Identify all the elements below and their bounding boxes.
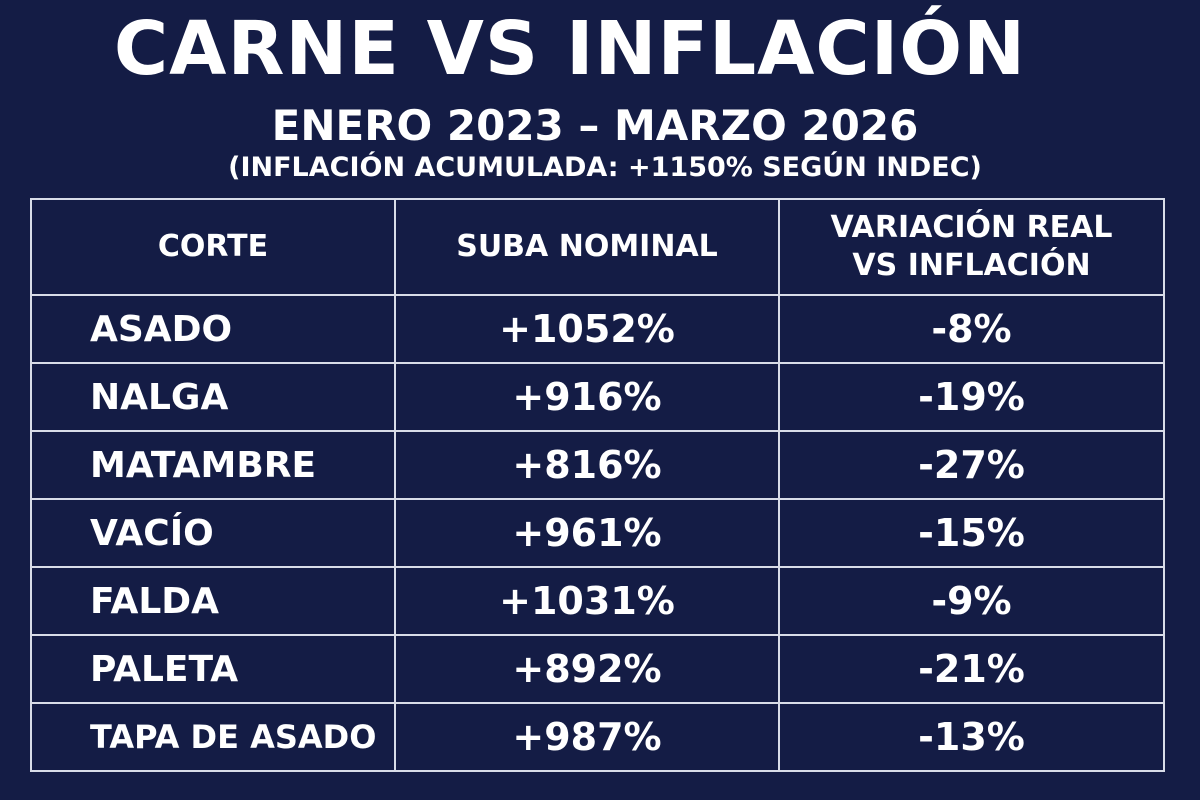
cell-suba-nominal: +916% (394, 362, 780, 432)
table-row: FALDA +1031% -9% (30, 566, 1165, 636)
cell-corte: MATAMBRE (30, 430, 396, 500)
header-corte: CORTE (30, 198, 396, 296)
header-corte-line-1: CORTE (157, 229, 269, 264)
cell-corte: NALGA (30, 362, 396, 432)
cell-suba-nominal: +1052% (394, 294, 780, 364)
cell-suba-nominal: +961% (394, 498, 780, 568)
cell-variacion-real: -19% (778, 362, 1165, 432)
cell-suba-nominal: +892% (394, 634, 780, 704)
table-header-row: CORTE SUBA NOMINAL VARIACIÓN REAL VS INF… (30, 198, 1165, 296)
cell-corte: TAPA DE ASADO (30, 702, 396, 772)
cell-corte: VACÍO (30, 498, 396, 568)
table-row: PALETA +892% -21% (30, 634, 1165, 704)
cell-variacion-real: -13% (778, 702, 1165, 772)
cell-corte: PALETA (30, 634, 396, 704)
price-table: CORTE SUBA NOMINAL VARIACIÓN REAL VS INF… (30, 198, 1165, 772)
cell-suba-nominal: +1031% (394, 566, 780, 636)
table-row: ASADO +1052% -8% (30, 294, 1165, 364)
cell-suba-nominal: +816% (394, 430, 780, 500)
page-title: CARNE VS INFLACIÓN (113, 6, 1027, 92)
inflation-note: (INFLACIÓN ACUMULADA: +1150% SEGÚN INDEC… (228, 152, 982, 183)
cell-variacion-real: -8% (778, 294, 1165, 364)
header-variacion-real-line-1: VARIACIÓN REAL (830, 210, 1113, 245)
table-row: MATAMBRE +816% -27% (30, 430, 1165, 500)
cell-variacion-real: -9% (778, 566, 1165, 636)
header-variacion-real: VARIACIÓN REAL VS INFLACIÓN (778, 198, 1165, 296)
cell-corte: ASADO (30, 294, 396, 364)
cell-variacion-real: -15% (778, 498, 1165, 568)
header-variacion-real-line-2: VS INFLACIÓN (852, 248, 1091, 283)
header-suba-nominal: SUBA NOMINAL (394, 198, 780, 296)
cell-variacion-real: -27% (778, 430, 1165, 500)
cell-variacion-real: -21% (778, 634, 1165, 704)
table-row: TAPA DE ASADO +987% -13% (30, 702, 1165, 772)
table-row: NALGA +916% -19% (30, 362, 1165, 432)
date-range-subtitle: ENERO 2023 – MARZO 2026 (271, 101, 919, 150)
header-suba-nominal-line-1: SUBA NOMINAL (456, 229, 718, 264)
cell-corte: FALDA (30, 566, 396, 636)
cell-suba-nominal: +987% (394, 702, 780, 772)
table-row: VACÍO +961% -15% (30, 498, 1165, 568)
